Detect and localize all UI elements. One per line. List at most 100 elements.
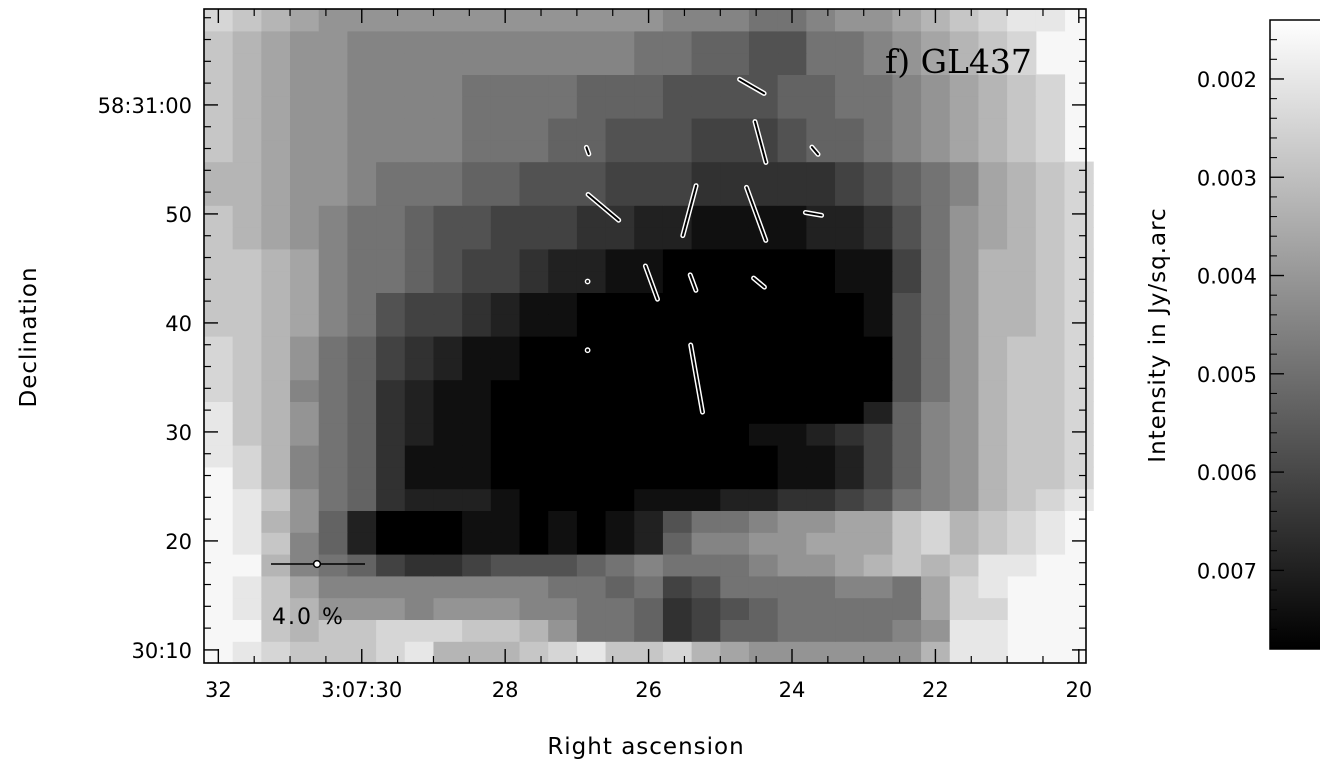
heatmap-cell <box>921 423 951 446</box>
heatmap-cell <box>519 597 549 620</box>
heatmap-cell <box>605 183 635 206</box>
heatmap-cell <box>978 52 1008 75</box>
heatmap-cell <box>634 554 664 577</box>
heatmap-cell <box>892 554 922 577</box>
heatmap-cell <box>806 292 836 315</box>
heatmap-cell <box>433 52 463 75</box>
heatmap-cell <box>1035 445 1066 468</box>
heatmap-cell <box>835 336 865 359</box>
colorbar-title: Intensity in Jy/sq.arc <box>1145 207 1171 462</box>
heatmap-cell <box>376 423 406 446</box>
heatmap-cell <box>548 227 578 250</box>
heatmap-cell <box>290 118 320 141</box>
heatmap-cell <box>892 292 922 315</box>
heatmap-cell <box>863 52 893 75</box>
heatmap-cell <box>978 227 1008 250</box>
heatmap-cell <box>892 379 922 402</box>
heatmap-cell <box>720 619 750 642</box>
heatmap-cell <box>1035 270 1066 293</box>
heatmap-cell <box>863 510 893 533</box>
heatmap-cell <box>232 30 262 54</box>
heatmap-cell <box>748 575 779 599</box>
heatmap-cell <box>806 379 836 402</box>
heatmap-cell <box>548 292 578 315</box>
heatmap-cell <box>376 641 406 664</box>
heatmap-cell <box>892 161 922 184</box>
heatmap-cell <box>490 554 521 577</box>
polarization-vector <box>744 184 769 243</box>
heatmap-cell <box>978 597 1008 620</box>
heatmap-cell <box>1035 488 1066 511</box>
heatmap-cell <box>949 641 980 664</box>
heatmap-cell <box>347 270 377 293</box>
heatmap-cell <box>490 357 521 381</box>
heatmap-cell <box>777 74 807 97</box>
heatmap-cell <box>605 488 635 511</box>
heatmap-cell <box>892 641 922 664</box>
heatmap-cell <box>376 619 406 642</box>
heatmap-cell <box>318 183 349 206</box>
heatmap-cell <box>691 9 721 32</box>
heatmap-cell <box>433 379 463 402</box>
heatmap-cell <box>404 641 435 664</box>
heatmap-cell <box>921 575 951 599</box>
heatmap-cell <box>605 96 635 119</box>
heatmap-cell <box>1007 96 1037 119</box>
y-axis-title: Declination <box>16 266 42 407</box>
heatmap-cell <box>863 597 893 620</box>
heatmap-cell <box>863 9 893 32</box>
heatmap-cell <box>662 96 693 119</box>
heatmap-cell <box>978 619 1008 642</box>
heatmap-cell <box>691 401 721 424</box>
heatmap-cell <box>1064 161 1094 184</box>
heatmap-cell <box>548 488 578 511</box>
heatmap-cell <box>433 641 463 664</box>
heatmap-cell <box>921 488 951 511</box>
heatmap-cell <box>892 575 922 599</box>
heatmap-cell <box>548 74 578 97</box>
heatmap-cell <box>605 314 635 337</box>
heatmap-cell <box>519 423 549 446</box>
heatmap-cell <box>949 139 980 163</box>
heatmap-cell <box>548 314 578 337</box>
heatmap-cell <box>204 30 234 54</box>
polarization-vector <box>737 76 767 96</box>
heatmap-cell <box>777 401 807 424</box>
heatmap-cell <box>777 423 807 446</box>
heatmap-cell <box>720 641 750 664</box>
heatmap-cell <box>232 9 262 32</box>
heatmap-cell <box>1007 52 1037 75</box>
heatmap-cell <box>748 336 779 359</box>
heatmap-cell <box>662 532 693 555</box>
heatmap-cell <box>204 532 234 555</box>
heatmap-cell <box>691 488 721 511</box>
heatmap-cell <box>347 466 377 490</box>
heatmap-cell <box>605 379 635 402</box>
heatmap-cell <box>404 74 435 97</box>
heatmap-cell <box>806 445 836 468</box>
heatmap-cell <box>232 379 262 402</box>
heatmap-cell <box>605 9 635 32</box>
heatmap-cell <box>204 445 234 468</box>
heatmap-cell <box>318 161 349 184</box>
heatmap-cell <box>978 161 1008 184</box>
heatmap-cell <box>777 488 807 511</box>
x-tick-label: 28 <box>492 678 519 702</box>
heatmap-cell <box>978 532 1008 555</box>
heatmap-cell <box>921 270 951 293</box>
heatmap-cell <box>691 532 721 555</box>
colorbar-gradient <box>1269 19 1320 650</box>
heatmap-cell <box>835 641 865 664</box>
heatmap-cell <box>376 466 406 490</box>
heatmap-cell <box>261 357 291 381</box>
heatmap-cell <box>1007 205 1037 228</box>
heatmap-cell <box>605 292 635 315</box>
heatmap-cell <box>1035 314 1066 337</box>
heatmap-cell <box>261 227 291 250</box>
heatmap-cell <box>835 270 865 293</box>
heatmap-cell <box>290 205 320 228</box>
heatmap-cell <box>490 139 521 163</box>
heatmap-cell <box>777 532 807 555</box>
heatmap-cell <box>863 161 893 184</box>
heatmap-cell <box>548 30 578 54</box>
